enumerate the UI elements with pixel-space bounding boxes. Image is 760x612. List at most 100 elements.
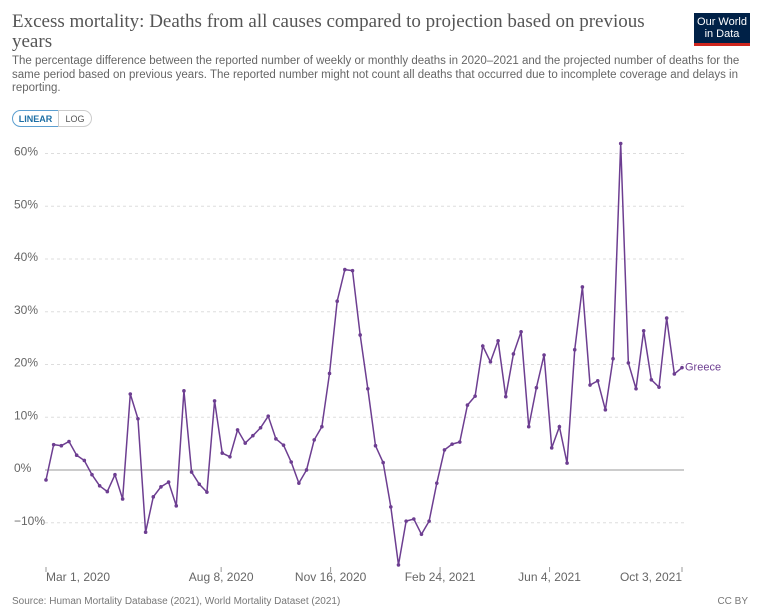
data-point <box>136 417 140 421</box>
data-point <box>113 472 117 477</box>
data-point <box>59 443 64 448</box>
data-point <box>381 460 385 465</box>
data-point <box>473 394 477 398</box>
data-point <box>304 468 309 472</box>
data-point <box>251 433 255 438</box>
data-point <box>159 485 163 489</box>
data-point <box>511 352 516 356</box>
log-button[interactable]: LOG <box>58 110 92 127</box>
data-point <box>526 424 531 429</box>
data-point <box>67 439 71 444</box>
data-point <box>51 442 56 447</box>
source: Source: Human Mortality Database (2021),… <box>12 596 341 607</box>
y-tick-label: 10% <box>14 408 38 422</box>
y-tick-label: 0% <box>14 461 32 475</box>
data-point <box>396 563 401 567</box>
data-point <box>572 347 577 352</box>
data-point <box>580 285 585 289</box>
data-point <box>289 460 294 464</box>
data-point <box>105 489 110 494</box>
data-point <box>557 424 562 429</box>
data-point <box>496 338 500 343</box>
data-point <box>350 268 355 273</box>
data-point <box>82 458 87 463</box>
data-point <box>74 453 79 457</box>
data-point <box>174 504 179 508</box>
y-tick-label: 30% <box>14 303 38 317</box>
logo[interactable]: Our World in Data <box>694 13 750 46</box>
y-tick-label: −10% <box>14 514 45 528</box>
x-tick-label: Feb 24, 2021 <box>405 570 476 584</box>
data-point <box>427 519 431 523</box>
y-tick-label: 50% <box>14 197 38 211</box>
data-point <box>649 377 654 382</box>
data-point <box>90 472 94 477</box>
y-tick-label: 60% <box>14 145 38 159</box>
y-tick-label: 20% <box>14 356 38 370</box>
data-point <box>434 481 439 485</box>
x-tick-label: Aug 8, 2020 <box>189 570 254 584</box>
data-point <box>243 441 248 445</box>
data-point <box>297 481 301 485</box>
data-point <box>412 517 416 521</box>
series-line <box>45 143 683 566</box>
license[interactable]: CC BY <box>717 596 748 607</box>
data-point <box>128 392 133 396</box>
data-point <box>389 505 393 509</box>
data-point <box>480 344 485 348</box>
data-point <box>442 448 447 452</box>
data-point <box>503 394 508 399</box>
data-point <box>143 530 148 534</box>
data-point <box>120 497 125 501</box>
data-point <box>611 356 615 361</box>
data-point <box>404 519 408 523</box>
y-tick-label: 40% <box>14 250 38 264</box>
data-point <box>626 361 631 365</box>
data-point <box>519 329 523 334</box>
data-point <box>672 372 677 376</box>
data-point <box>182 389 186 393</box>
data-point <box>320 424 324 429</box>
x-tick-label: Nov 16, 2020 <box>295 570 367 584</box>
data-point <box>358 333 362 337</box>
data-point <box>220 451 225 455</box>
x-tick-label: Jun 4, 2021 <box>518 570 581 584</box>
data-point <box>603 408 608 412</box>
data-point <box>542 353 546 357</box>
data-point <box>488 360 493 364</box>
data-point <box>197 482 202 487</box>
data-point <box>335 299 339 304</box>
linear-button[interactable]: LINEAR <box>12 110 59 127</box>
data-point <box>151 495 156 499</box>
data-point <box>343 267 347 272</box>
data-point <box>189 470 194 474</box>
data-point <box>166 480 171 484</box>
data-point <box>327 371 332 376</box>
data-point <box>235 428 240 432</box>
data-point <box>450 442 454 446</box>
data-point <box>258 425 263 430</box>
data-point <box>97 483 102 488</box>
data-point <box>549 446 554 450</box>
data-point <box>44 478 48 482</box>
data-point <box>366 386 370 391</box>
data-point <box>664 316 669 320</box>
data-point <box>312 438 316 442</box>
series-label: Greece <box>685 362 721 374</box>
data-point <box>266 414 271 418</box>
data-point <box>618 141 623 146</box>
data-point <box>634 386 638 391</box>
data-point <box>534 385 539 390</box>
data-point <box>680 365 684 370</box>
data-point <box>281 443 286 447</box>
data-point <box>274 437 278 441</box>
data-point <box>595 379 600 383</box>
x-tick-label: Oct 3, 2021 <box>620 570 682 584</box>
data-point <box>641 328 646 333</box>
data-point <box>588 383 592 387</box>
data-point <box>657 385 661 389</box>
data-point <box>419 532 424 537</box>
chart-title: Excess mortality: Deaths from all causes… <box>12 11 645 52</box>
